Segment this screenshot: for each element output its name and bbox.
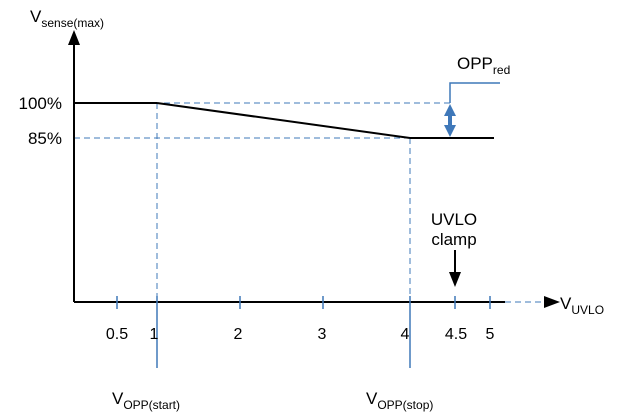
x-axis-arrow-icon <box>544 296 560 308</box>
uvlo-clamp-line2: clamp <box>431 230 476 249</box>
opp-red-down-arrow-icon <box>444 125 456 137</box>
vsense-curve <box>74 102 494 139</box>
opp-red-leader <box>449 82 500 103</box>
axes <box>68 30 560 308</box>
tick-label-4: 4 <box>401 326 410 343</box>
opp-stop-label: VOPP(stop) <box>366 389 433 412</box>
tick-label-3: 3 <box>318 326 327 343</box>
tick-label-2: 2 <box>234 326 243 343</box>
y-label-85: 85% <box>28 129 62 148</box>
x-tick-labels: 0.5 1 2 3 4 4.5 5 <box>106 326 495 343</box>
opp-red-marker <box>444 82 500 137</box>
uvlo-clamp-arrow-icon <box>449 272 461 287</box>
tick-label-1: 1 <box>150 326 159 343</box>
opp-red-up-arrow-icon <box>444 104 456 116</box>
opp-start-label: VOPP(start) <box>112 389 180 412</box>
y-label-100: 100% <box>19 94 62 113</box>
x-long-ticks <box>156 296 411 368</box>
y-axis-arrow-icon <box>68 30 80 45</box>
tick-label-0.5: 0.5 <box>106 326 128 343</box>
uvlo-clamp-line1: UVLO <box>431 210 477 229</box>
x-tick-marks <box>116 296 491 309</box>
y-axis-title: Vsense(max) <box>30 7 104 30</box>
opp-red-label: OPPred <box>457 54 510 77</box>
dashed-guides <box>74 102 450 300</box>
x-axis-title: VUVLO <box>560 294 604 317</box>
curve-ramp <box>156 102 411 139</box>
tick-label-4.5: 4.5 <box>445 326 467 343</box>
tick-label-5: 5 <box>486 326 495 343</box>
